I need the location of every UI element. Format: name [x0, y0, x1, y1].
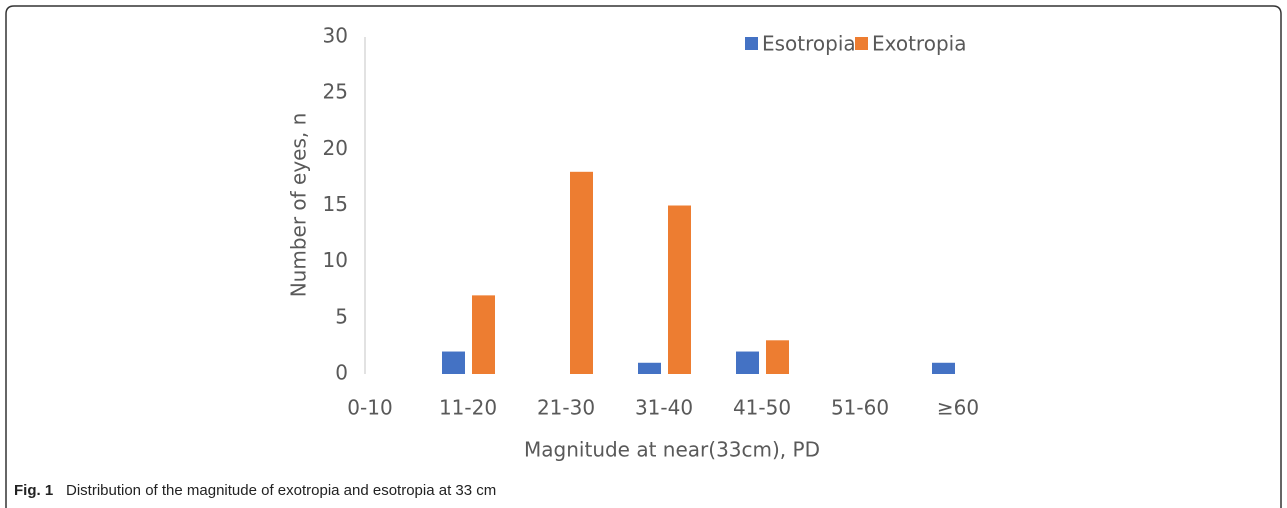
legend-label: Exotropia	[872, 32, 966, 56]
y-tick-label: 25	[323, 80, 348, 104]
x-tick-label: 21-30	[537, 396, 595, 420]
y-tick-label: 0	[335, 361, 348, 385]
figure-frame	[5, 5, 1282, 508]
caption: Distribution of the magnitude of exotrop…	[66, 482, 496, 499]
bar	[638, 362, 661, 374]
y-axis-label: Number of eyes, n	[287, 113, 311, 298]
bar	[442, 351, 465, 374]
x-tick-label: 11-20	[439, 396, 497, 420]
y-tick-label: 30	[323, 24, 348, 48]
bar	[766, 340, 789, 374]
bar	[932, 362, 955, 374]
bar	[472, 295, 495, 374]
x-tick-label: 51-60	[831, 396, 889, 420]
legend-swatch	[855, 37, 868, 50]
legend-swatch	[745, 37, 758, 50]
x-tick-label: 0-10	[347, 396, 392, 420]
y-tick-label: 10	[323, 248, 348, 272]
y-tick-label: 20	[323, 136, 348, 160]
legend-label: Esotropia	[762, 32, 856, 56]
x-tick-label: 31-40	[635, 396, 693, 420]
bar	[668, 205, 691, 374]
x-tick-label: ≥60	[937, 396, 979, 420]
y-tick-label: 5	[335, 304, 348, 328]
bar	[736, 351, 759, 374]
caption-label: Fig. 1	[14, 482, 53, 499]
x-tick-label: 41-50	[733, 396, 791, 420]
x-axis-label: Magnitude at near(33cm), PD	[524, 438, 820, 462]
y-tick-label: 15	[323, 192, 348, 216]
bar	[570, 171, 593, 374]
